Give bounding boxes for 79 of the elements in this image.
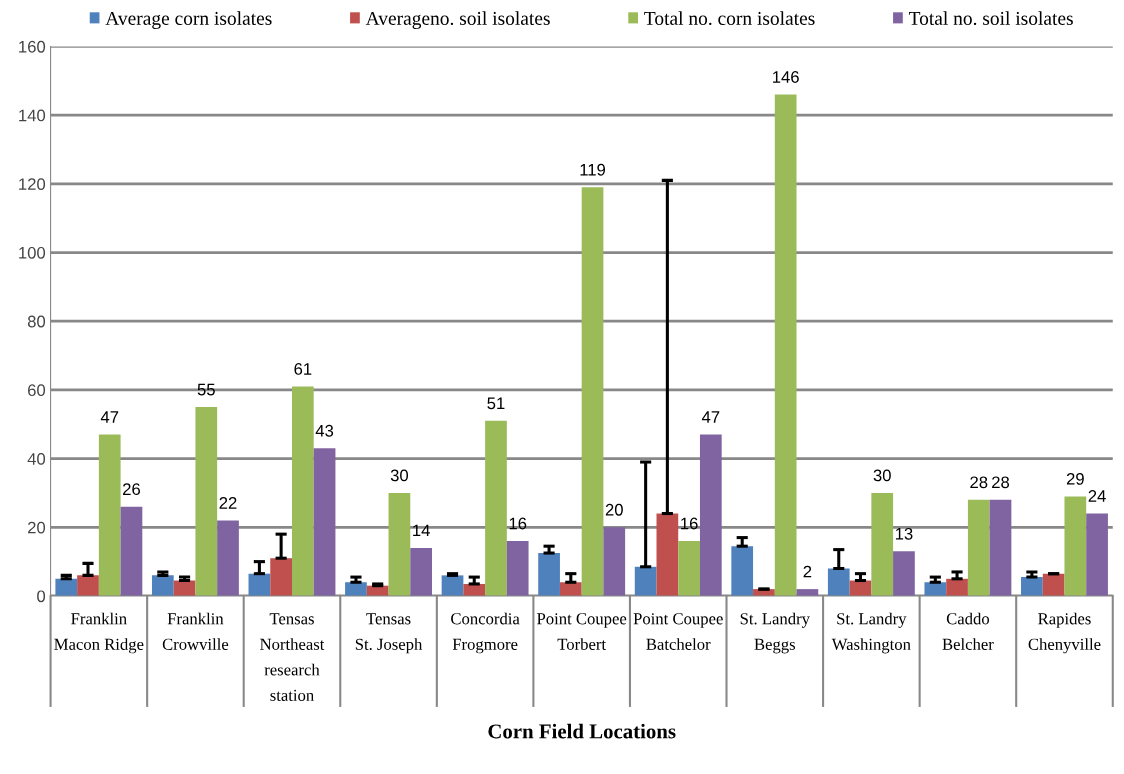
bar <box>506 541 529 596</box>
legend-label: Total no. soil isolates <box>908 11 1073 26</box>
x-tick-label: Point Coupee Batchelor <box>633 613 723 650</box>
bar <box>731 546 754 596</box>
x-tick-label: Concordia Frogmore <box>451 612 520 654</box>
data-label: 29 <box>1066 472 1084 485</box>
x-tick-label: Caddo Belcher <box>942 612 994 650</box>
x-tick-label: Point Coupee Torbert <box>537 613 627 650</box>
y-tick-label: 20 <box>28 521 46 534</box>
data-label: 14 <box>413 524 430 537</box>
y-tick-label: 160 <box>19 40 46 53</box>
bar <box>827 568 850 596</box>
y-tick-label: 0 <box>37 590 46 603</box>
data-label: 47 <box>100 411 119 423</box>
data-label: 24 <box>1088 490 1106 502</box>
data-label: 47 <box>701 411 720 423</box>
data-label: 55 <box>197 383 215 396</box>
bar <box>77 575 99 596</box>
y-tick-label: 120 <box>19 178 46 191</box>
bar <box>774 94 797 596</box>
x-tick-label: Rapides Chenyville <box>1028 612 1101 654</box>
bar <box>410 547 432 596</box>
bar <box>313 448 336 596</box>
data-label: 16 <box>509 517 527 530</box>
bar <box>151 575 174 596</box>
x-tick-label: Franklin Crowville <box>162 612 229 650</box>
bar <box>195 407 218 596</box>
bar <box>678 541 700 596</box>
bar <box>989 499 1012 596</box>
x-tick-label: St. Landry Beggs <box>740 612 810 654</box>
data-label: 30 <box>390 469 409 482</box>
bar <box>1064 496 1087 596</box>
x-tick-label: Tensas Northeast research station <box>260 613 325 701</box>
bar <box>967 499 990 596</box>
bar <box>98 434 121 596</box>
legend-label: Average corn isolates <box>105 11 272 29</box>
data-label: 146 <box>773 71 799 83</box>
x-tick-label: St. Landry Washington <box>831 612 911 654</box>
data-label: 119 <box>580 163 606 176</box>
bar <box>538 553 560 596</box>
bar <box>1086 513 1108 596</box>
bar <box>388 492 411 596</box>
data-label: 43 <box>315 424 334 437</box>
bar <box>270 558 292 596</box>
data-label: 13 <box>895 527 913 540</box>
data-label: 28 <box>992 476 1010 489</box>
data-label: 30 <box>873 469 891 482</box>
data-label: 26 <box>123 483 140 496</box>
x-tick-label: Franklin Macon Ridge <box>54 612 144 654</box>
legend-label: Averageno. soil isolates <box>365 11 550 29</box>
bar <box>699 434 722 596</box>
data-label: 22 <box>219 496 237 509</box>
legend-label: Total no. corn isolates <box>644 11 815 26</box>
x-axis-title: Corn Field Locations <box>488 723 676 739</box>
y-tick-label: 80 <box>27 315 46 328</box>
x-tick-label: Tensas St. Joseph <box>355 613 423 654</box>
bar <box>581 187 604 596</box>
bar <box>217 520 239 596</box>
data-label: 2 <box>803 565 812 578</box>
bar <box>871 492 894 596</box>
y-tick-label: 100 <box>19 246 46 259</box>
data-label: 28 <box>970 476 988 489</box>
bar <box>634 566 657 596</box>
data-label: 61 <box>294 363 312 375</box>
data-label: 16 <box>681 517 698 530</box>
bar <box>1021 577 1043 596</box>
bar <box>485 420 507 596</box>
bar <box>291 386 314 596</box>
y-tick-label: 60 <box>28 384 46 397</box>
bar <box>55 578 78 596</box>
data-label: 51 <box>487 397 505 410</box>
bar <box>893 551 915 596</box>
bar <box>603 527 626 596</box>
bar <box>946 578 968 596</box>
bar <box>120 506 143 596</box>
y-tick-label: 40 <box>27 453 46 465</box>
bar <box>656 513 679 596</box>
y-tick-label: 140 <box>19 109 46 122</box>
data-label: 20 <box>605 503 623 516</box>
